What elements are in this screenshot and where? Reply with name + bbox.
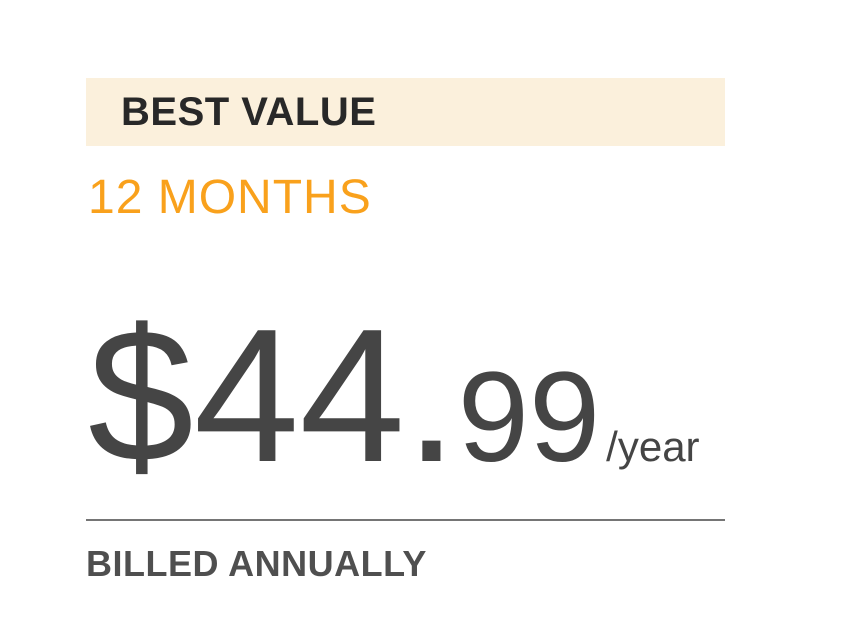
price-cents: 99: [457, 346, 601, 489]
divider: [86, 519, 725, 521]
billing-note: BILLED ANNUALLY: [86, 543, 427, 584]
price-period: /year: [606, 423, 700, 470]
plan-name: 12 MONTHS: [88, 171, 372, 224]
price: $44. 99 /year: [88, 301, 700, 491]
best-value-badge-label: BEST VALUE: [121, 90, 377, 134]
price-dollars: $44.: [88, 290, 458, 502]
best-value-badge: BEST VALUE: [86, 78, 725, 146]
